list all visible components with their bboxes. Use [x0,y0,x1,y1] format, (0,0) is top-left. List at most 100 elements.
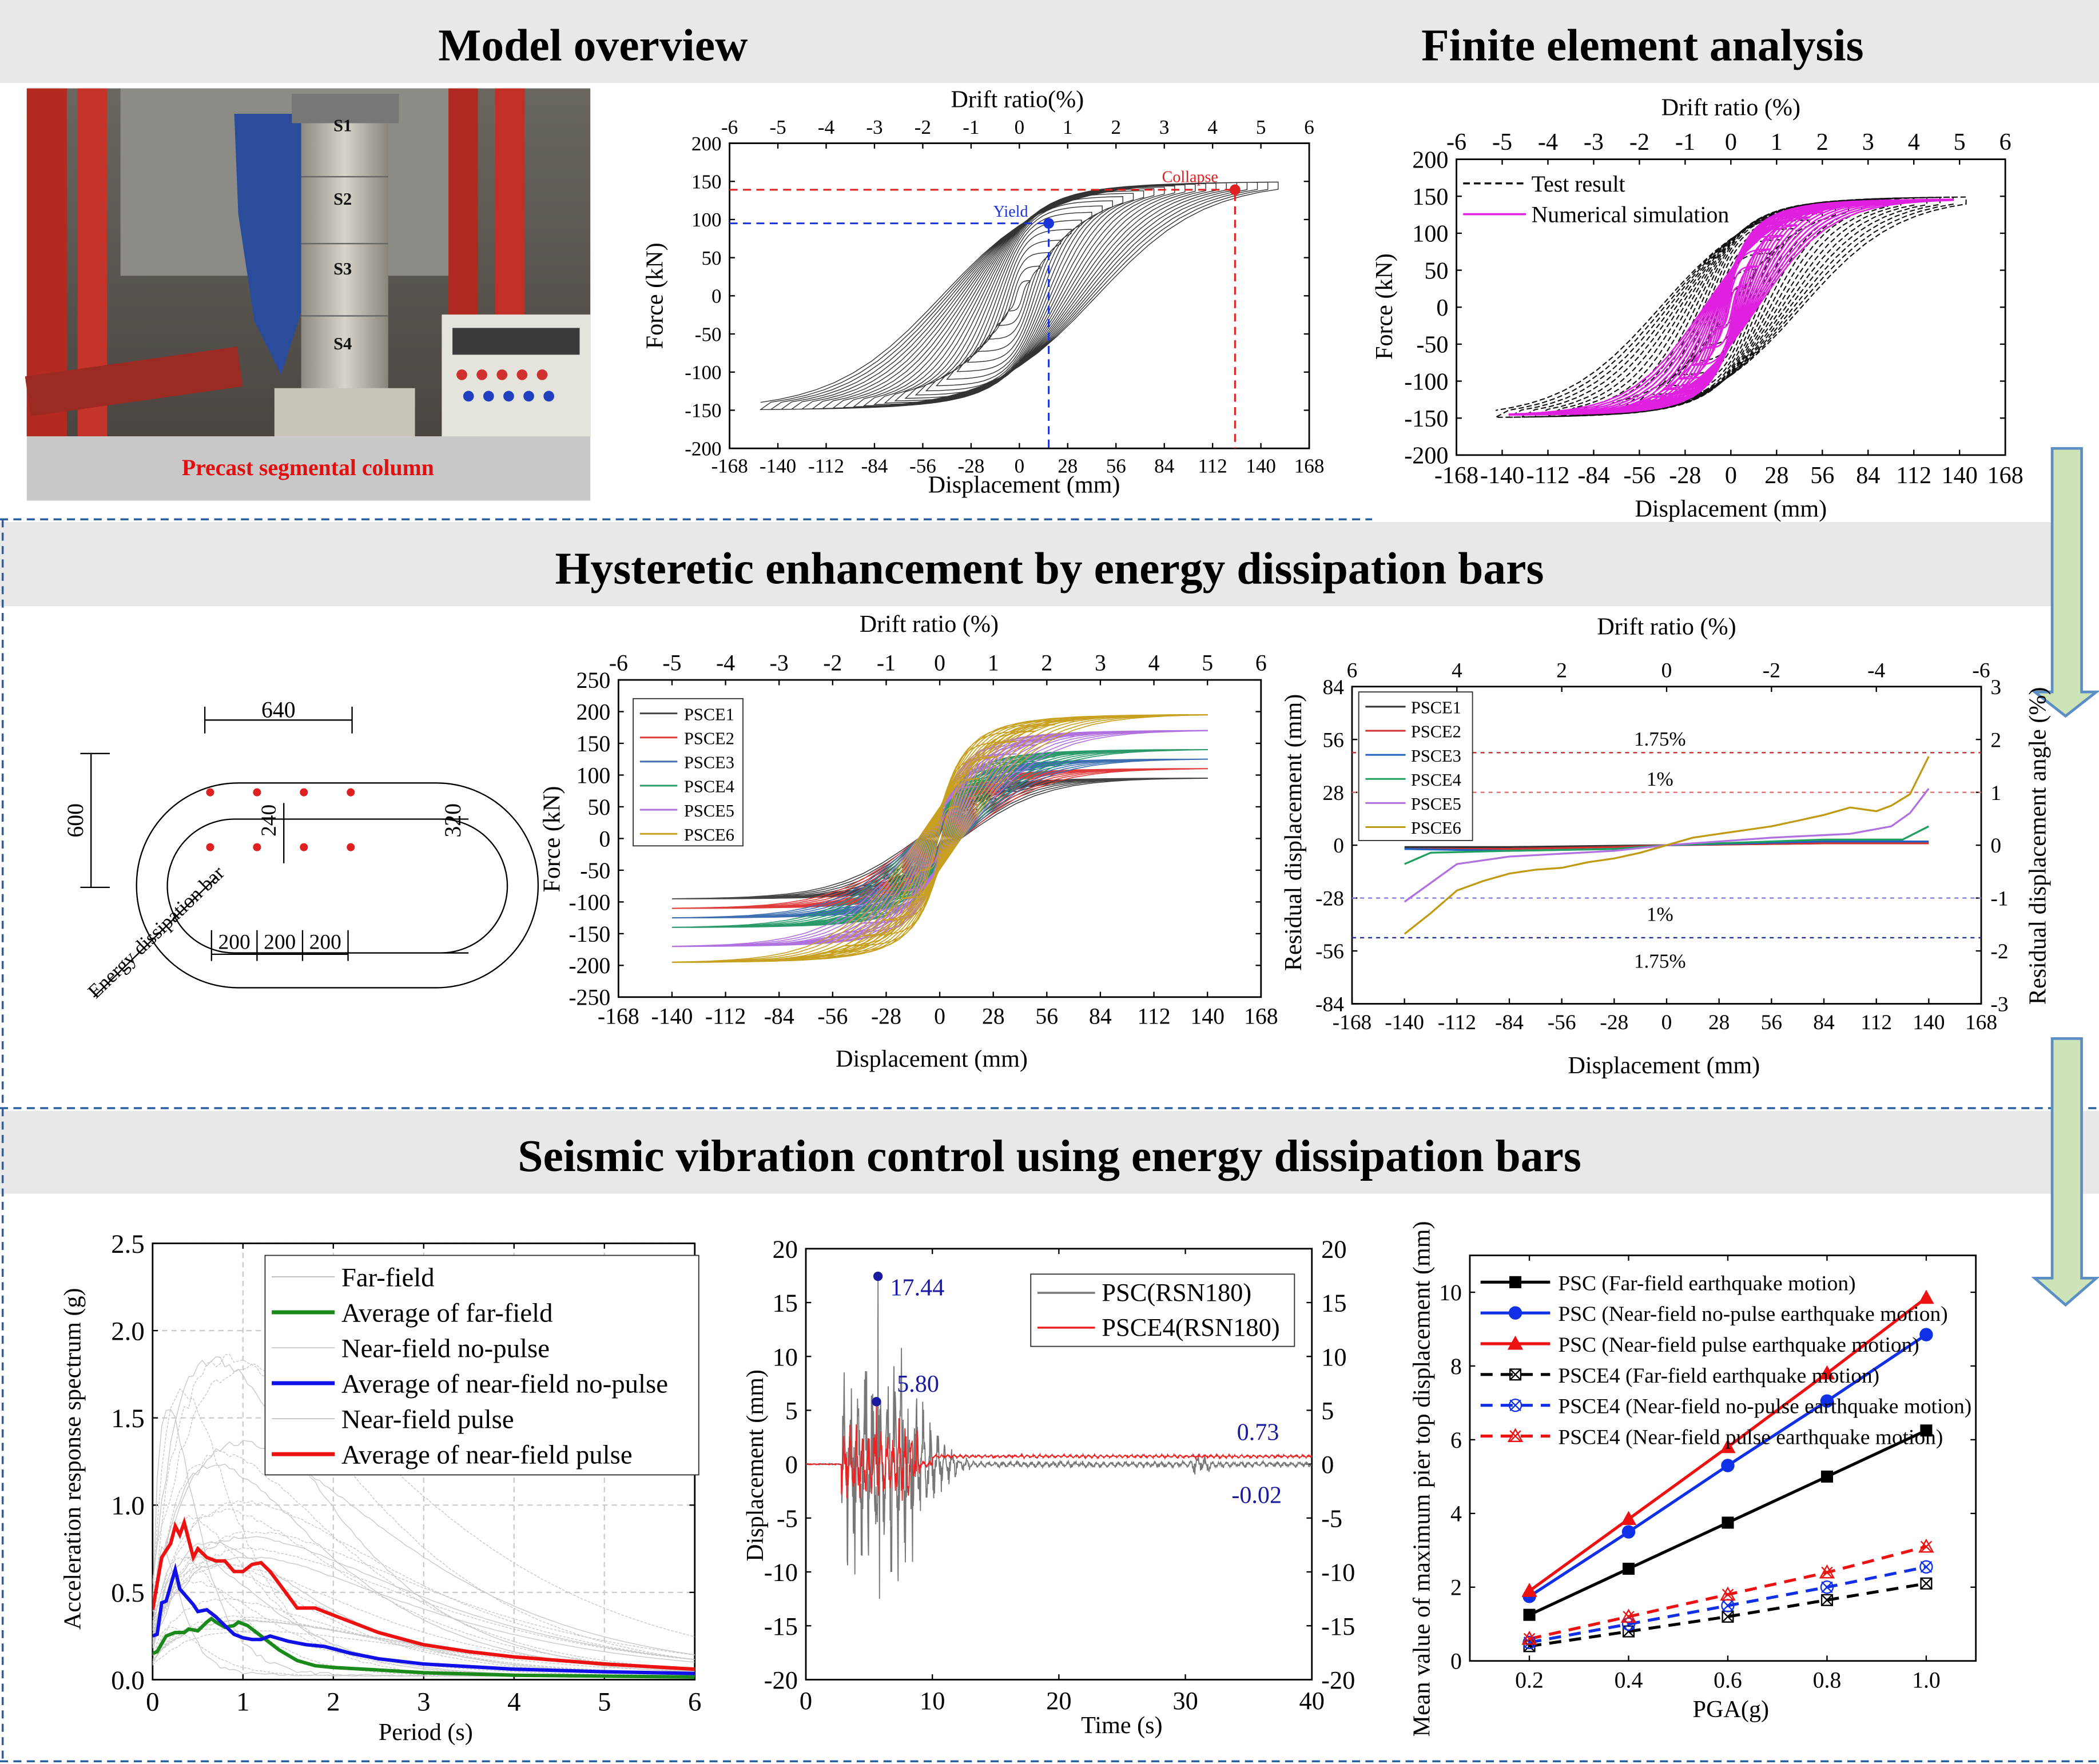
hysteresis-psce5 [671,730,1208,947]
y-tick-label: -150 [569,922,610,947]
chart-response-spectrum: Period (s) Acceleration response spectru… [59,1229,701,1746]
x-tick-label: 0 [800,1686,812,1715]
top-tick-label: -3 [770,651,789,676]
column-test-photo: S1 S2 S3 S4 Precast segmental column [25,88,591,501]
collapse-point [1230,184,1241,196]
x-tick-label: -84 [861,455,888,477]
legend-label: PSCE2 [684,728,734,748]
x-tick-label: -168 [711,455,748,477]
top-tick-label: -6 [721,116,738,138]
y-tick-label: 1.0 [111,1491,144,1521]
dim-600: 600 [63,803,88,838]
legend-label: PSCE1 [1411,698,1461,718]
x-tick-label: 56 [1761,1011,1782,1034]
x-axis-title: Displacement (mm) [1635,496,1827,523]
top-tick-label: -4 [818,116,834,138]
x-tick-label: 0 [1661,1011,1672,1034]
legend: Far-field Average of far-field Near-field … [264,1255,699,1476]
section-band-middle [0,521,2062,607]
right-tick-label: 20 [1321,1235,1346,1263]
section-title-hysteretic: Hysteretic enhancement by energy dissipa… [555,544,1544,594]
x-tick-label: 1 [236,1687,249,1717]
marker-cross [1523,1632,1536,1645]
top-tick-label: 4 [1908,129,1920,156]
legend-label: PSCE4 (Near-field no-pulse earthquake mo… [1558,1395,1971,1419]
y-tick-label: 150 [577,731,611,756]
marker-triangle [1620,1608,1637,1623]
plot-area [806,1276,1312,1599]
y-tick-label: -15 [764,1612,798,1640]
chart-pga-displacement: PGA(g) Mean value of maximum pier top di… [1409,1221,1977,1737]
x-tick-label: 0 [146,1687,159,1717]
x-axis-title: PGA(g) [1693,1696,1769,1723]
y-tick-label: 10 [1439,1280,1462,1305]
legend: PSC (Far-field earthquake motion) PSC (Ne… [1480,1272,1971,1450]
x-tick-label: -140 [1385,1011,1424,1034]
x-tick-label: 28 [982,1004,1005,1029]
peak-marker [873,1271,883,1281]
top-tick-label: -1 [963,116,979,138]
marker-circle [1508,1398,1522,1412]
y-tick-label: 84 [1322,676,1344,699]
legend-label: PSC(RSN180) [1102,1278,1251,1307]
marker-cross [1920,1540,1933,1553]
average-spectrum [152,1616,695,1679]
y-tick-label: 0 [1436,294,1448,321]
legend-label: PSC (Near-field pulse earthquake motion) [1558,1333,1919,1357]
top-tick-label: 2 [1111,116,1121,138]
right-tick-label: 2 [1990,728,2001,752]
x-tick-label: -84 [764,1004,794,1029]
marker-cross [1722,1611,1734,1623]
record-spectrum [152,1450,695,1670]
x-tick-label: -112 [808,455,844,477]
top-tick-label: 5 [1954,129,1966,156]
x-tick-label: 84 [1813,1011,1835,1034]
x-tick-label: 112 [1198,455,1227,477]
legend-label: PSCE6 [1411,818,1461,838]
y-tick-label: 100 [577,763,611,788]
plot-frame [1469,1255,1977,1662]
marker-triangle [1507,1428,1524,1443]
marker-square [1622,1625,1635,1638]
psce4-displacement-curve [806,1401,1312,1501]
marker-cross [1509,1368,1521,1381]
x-tick-label: 84 [1154,455,1174,477]
top-tick-label: 2 [1556,659,1567,682]
legend-label: Far-field [341,1263,435,1292]
right-tick-label: -10 [1321,1558,1355,1587]
segment-label-s1: S1 [333,116,352,135]
legend-box [1030,1273,1295,1347]
top-tick-label: -2 [823,651,842,676]
psc-displacement-curve [806,1276,1312,1599]
marker-square [1820,1470,1833,1483]
top-tick-label: 5 [1256,116,1266,138]
marker-cross [1509,1430,1521,1442]
legend-label: PSC (Near-field no-pulse earthquake moti… [1558,1303,1947,1326]
x-tick-label: -112 [1438,1011,1476,1034]
y-tick-label: 250 [577,668,611,693]
x-tick-label: 140 [1942,462,1978,489]
y-tick-label: -150 [685,400,721,422]
x-axis-title: Displacement (mm) [836,1045,1028,1072]
marker-square [1509,1368,1522,1381]
section-title-fe-analysis: Finite element analysis [1421,20,1863,70]
marker-square [1820,1594,1833,1606]
annotation-yield: Yield [993,203,1028,221]
y-tick-label: 200 [691,133,722,155]
y-axis-title: Displacement (mm) [742,1369,769,1562]
marker-triangle [1521,1630,1537,1645]
record-spectrum [152,1515,695,1677]
top-tick-label: 3 [1095,651,1106,676]
top-tick-label: 6 [1304,116,1314,138]
x-tick-label: 56 [1810,462,1834,489]
marker-cross [1821,1594,1833,1606]
legend-label: PSCE3 [684,753,734,773]
cross-section-diagram [80,706,539,998]
chart-psce-hysteresis: Drift ratio (%) Displacement (mm) Force … [538,611,1278,1073]
y-tick-label: 56 [1322,728,1343,752]
y-tick-label: 20 [773,1235,798,1263]
y-tick-label: -10 [764,1558,798,1587]
top-tick-label: -6 [1446,129,1466,156]
top-tick-label: -6 [609,651,628,676]
y-axis-title: Force (kN) [538,786,565,893]
